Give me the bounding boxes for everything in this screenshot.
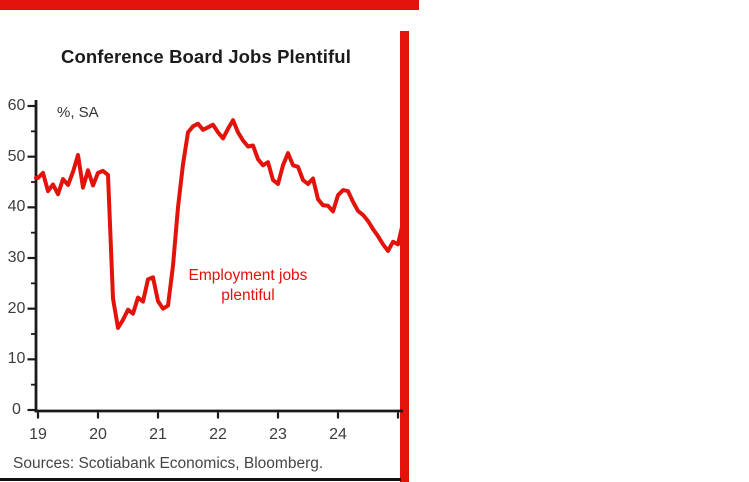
x-tick-label: 23 [269, 426, 287, 443]
right-red-strip [400, 31, 409, 482]
top-red-bar [0, 0, 419, 10]
x-tick-label: 24 [329, 426, 347, 443]
y-tick-label: 10 [7, 350, 26, 368]
series-annotation: Employment jobs plentiful [168, 266, 328, 306]
y-tick-label: 20 [7, 299, 26, 317]
x-tick-label: 22 [209, 426, 227, 443]
bottom-rule [0, 478, 401, 481]
y-tick-label: 30 [7, 249, 26, 266]
annotation-line-2: plentiful [221, 287, 275, 304]
y-tick-label: 60 [7, 97, 26, 114]
y-tick-label: 40 [7, 198, 26, 216]
y-tick-label: 50 [7, 147, 26, 165]
y-tick-label: 0 [12, 401, 21, 418]
annotation-line-1: Employment jobs [188, 267, 308, 284]
source-note: Sources: Scotiabank Economics, Bloomberg… [13, 455, 324, 472]
chart-title: Conference Board Jobs Plentiful [61, 46, 351, 67]
unit-label: %, SA [57, 104, 99, 121]
x-tick-label: 21 [149, 426, 167, 443]
x-tick-label: 20 [89, 426, 107, 443]
series-line [34, 118, 405, 330]
x-tick-label: 19 [29, 426, 47, 443]
